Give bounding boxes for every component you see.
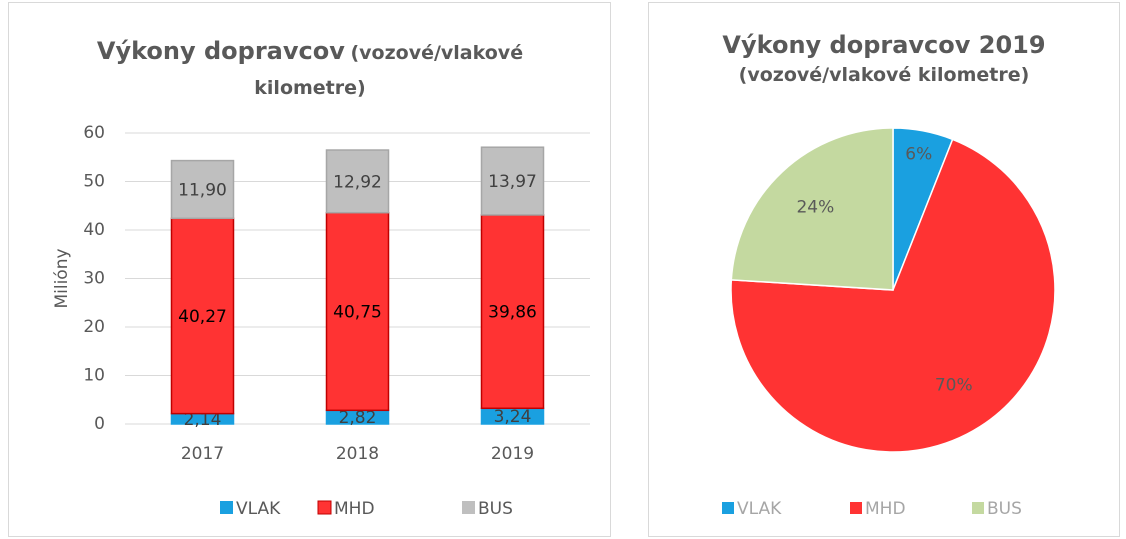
legend-label: MHD	[865, 499, 906, 519]
y-tick-label: 10	[83, 366, 105, 386]
title: Výkony dopravcov	[96, 37, 345, 65]
chart-title: Výkony dopravcov (vozové/vlakové kilomet…	[60, 34, 560, 106]
legend-label: BUS	[987, 499, 1022, 519]
y-tick-label: 40	[83, 220, 105, 240]
data-label: 12,92	[333, 172, 382, 192]
bar-segment	[170, 159, 235, 220]
subtitle: (vozové/vlakové kilometre)	[738, 64, 1030, 86]
legend-label: VLAK	[236, 499, 281, 519]
data-label: 2,14	[184, 410, 222, 430]
legend-swatch	[462, 501, 475, 514]
legend-swatch	[972, 502, 984, 514]
y-axis-label: Milióny	[52, 248, 72, 308]
data-label: 3,24	[494, 407, 532, 427]
pie-slice	[730, 138, 1056, 453]
data-label: 39,86	[488, 303, 537, 323]
legend-label: VLAK	[737, 499, 782, 519]
panel	[8, 2, 611, 537]
legend-swatch	[722, 502, 734, 514]
y-tick-label: 50	[83, 172, 105, 192]
x-tick-label: 2019	[491, 444, 534, 464]
x-tick-label: 2018	[336, 444, 379, 464]
legend-swatch	[220, 501, 233, 514]
y-tick-label: 0	[94, 414, 105, 434]
subtitle: (vozové/vlakové kilometre)	[254, 42, 524, 99]
y-tick-label: 20	[83, 317, 105, 337]
y-tick-label: 60	[83, 123, 105, 143]
data-label: 11,90	[178, 180, 227, 200]
bar-segment	[480, 146, 545, 216]
data-label: 6%	[905, 145, 932, 165]
x-tick-label: 2017	[181, 444, 224, 464]
data-label: 70%	[935, 376, 973, 396]
legend-label: MHD	[334, 499, 375, 519]
title: Výkony dopravcov 2019	[722, 31, 1046, 59]
data-label: 13,97	[488, 172, 537, 192]
legend-label: BUS	[478, 499, 513, 519]
data-label: 40,75	[333, 303, 382, 323]
chart-title: Výkony dopravcov 2019 (vozové/vlakové kil…	[650, 30, 1118, 90]
data-label: 40,27	[178, 307, 227, 327]
data-label: 24%	[796, 197, 834, 217]
legend-swatch	[850, 502, 862, 514]
y-tick-label: 30	[83, 269, 105, 289]
data-label: 2,82	[339, 408, 377, 428]
bar-segment	[325, 211, 390, 412]
bar-segment	[480, 214, 545, 410]
legend-swatch	[317, 500, 332, 515]
bar-segment	[325, 149, 390, 214]
panel	[648, 2, 1120, 537]
pie-slice	[730, 127, 894, 291]
